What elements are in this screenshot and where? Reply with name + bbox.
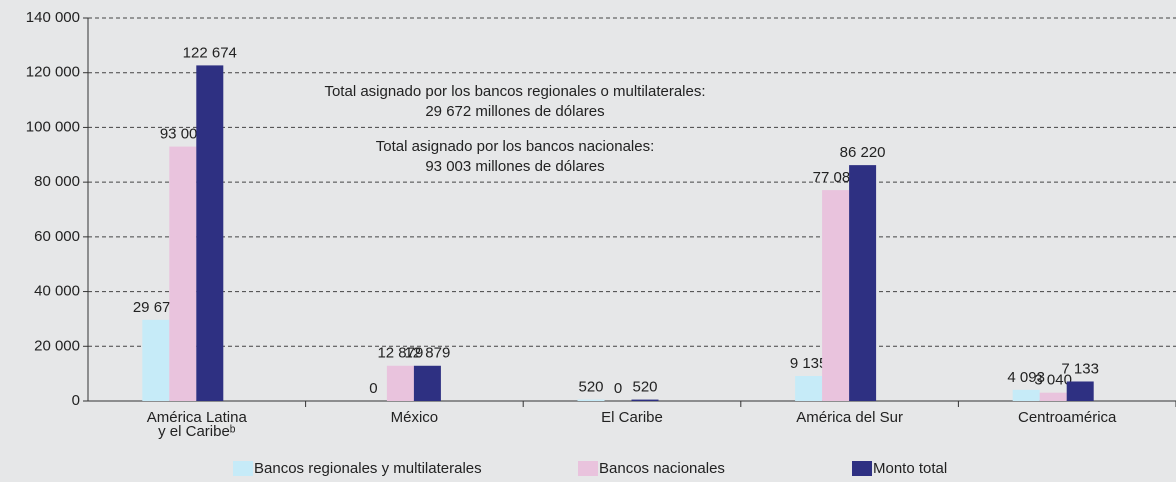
y-tick-label: 140 000 xyxy=(26,9,80,26)
value-label: 12 879 xyxy=(404,345,450,362)
annotation: Total asignado por los bancos regionales… xyxy=(324,83,705,100)
bar xyxy=(142,319,170,401)
bar xyxy=(169,146,197,401)
value-label: 520 xyxy=(632,379,657,396)
bar xyxy=(849,165,877,401)
bar xyxy=(1066,381,1094,401)
x-tick-label: y el Caribeᵇ xyxy=(158,423,236,440)
value-label: 12 879 xyxy=(377,345,423,362)
value-label: 0 xyxy=(614,380,622,397)
bar xyxy=(631,399,659,401)
y-tick-label: 0 xyxy=(72,392,80,409)
bar xyxy=(795,376,823,401)
legend-label: Monto total xyxy=(873,460,947,477)
x-tick-label: El Caribe xyxy=(601,409,663,426)
legend-swatch xyxy=(852,461,872,476)
x-tick-label: México xyxy=(391,409,439,426)
y-tick-label: 40 000 xyxy=(34,283,80,300)
y-tick-label: 100 000 xyxy=(26,118,80,135)
bar xyxy=(196,65,224,401)
annotation: 29 672 millones de dólares xyxy=(425,103,604,120)
value-label: 122 674 xyxy=(183,44,237,61)
bar xyxy=(413,365,441,401)
legend-swatch xyxy=(578,461,598,476)
value-label: 93 003 xyxy=(160,126,206,143)
bar xyxy=(822,190,850,401)
value-label: 0 xyxy=(369,380,377,397)
bar xyxy=(577,399,605,401)
value-label: 86 220 xyxy=(840,144,886,161)
value-label: 9 135 xyxy=(790,355,828,372)
annotation: 93 003 millones de dólares xyxy=(425,158,604,175)
y-tick-label: 120 000 xyxy=(26,64,80,81)
value-label: 77 084 xyxy=(813,169,859,186)
y-tick-label: 20 000 xyxy=(34,337,80,354)
legend-swatch xyxy=(233,461,253,476)
annotation: Total asignado por los bancos nacionales… xyxy=(376,138,655,155)
y-tick-label: 80 000 xyxy=(34,173,80,190)
value-label: 29 671 xyxy=(133,299,179,316)
x-tick-label: Centroamérica xyxy=(1018,409,1117,426)
value-label: 3 040 xyxy=(1034,372,1072,389)
value-label: 7 133 xyxy=(1061,360,1099,377)
legend-label: Bancos regionales y multilaterales xyxy=(254,460,482,477)
value-label: 520 xyxy=(578,379,603,396)
x-tick-label: América Latina xyxy=(147,409,248,426)
x-tick-label: América del Sur xyxy=(796,409,903,426)
legend-label: Bancos nacionales xyxy=(599,460,725,477)
bar xyxy=(386,365,414,401)
y-tick-label: 60 000 xyxy=(34,228,80,245)
value-label: 4 093 xyxy=(1007,369,1045,386)
bar xyxy=(1039,392,1067,401)
bar xyxy=(1012,389,1040,401)
